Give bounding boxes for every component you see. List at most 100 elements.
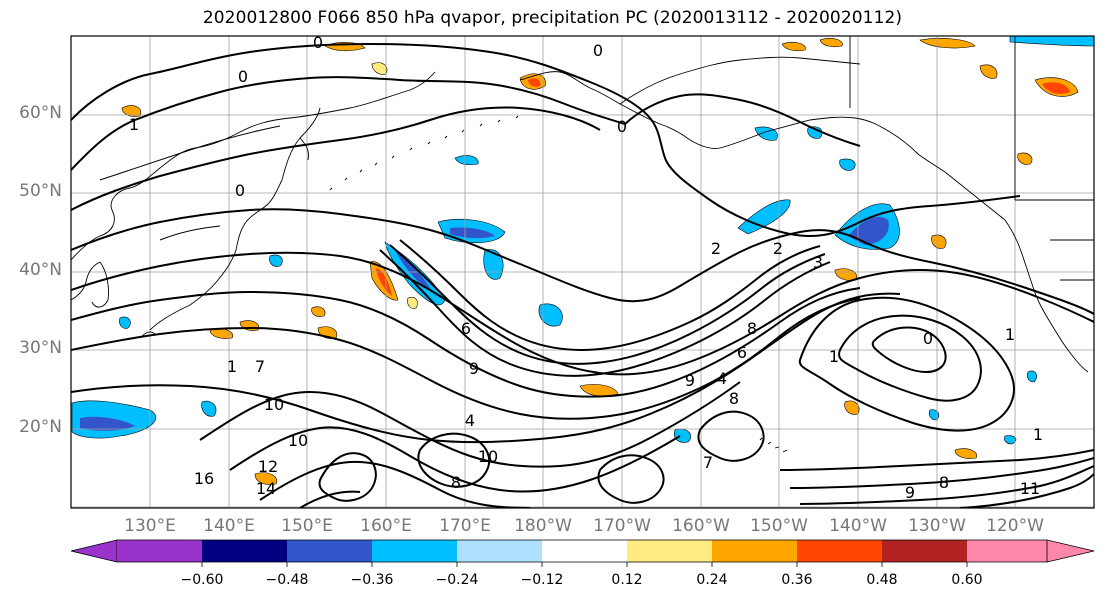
contour-label: 0 (617, 117, 627, 136)
colorbar-tick-label: −0.60 (180, 572, 224, 588)
contour-label: 10 (478, 447, 498, 466)
contour-label: 0 (313, 33, 323, 52)
colorbar (70, 539, 1095, 567)
neg-patch-trop-4 (928, 409, 940, 421)
colorbar-segment (117, 540, 202, 562)
contour-label: 6 (737, 343, 747, 362)
contour-label: 1 (129, 115, 139, 134)
contour-label: 9 (685, 371, 695, 390)
contour-label: 3 (813, 253, 823, 272)
neg-patch-ne-corner (1009, 36, 1094, 47)
pos-patch-ne-2 (979, 64, 998, 79)
lon-label-150w: 150°W (750, 516, 808, 536)
contour-label: 9 (905, 483, 915, 502)
contour-label: 4 (717, 369, 727, 388)
contour-label: 1 (1005, 325, 1015, 344)
lon-label-150e: 150°E (281, 516, 333, 536)
colorbar-tick-label: −0.48 (265, 572, 309, 588)
map-title: 2020012800 F066 850 hPa qvapor, precipit… (202, 8, 903, 28)
colorbar-segment (712, 540, 797, 562)
neg-patch-kuroshio-west-core (80, 416, 135, 431)
contour-label: 10 (264, 395, 284, 414)
colorbar-extend-high (1046, 539, 1095, 563)
neg-patch-jet-core (395, 250, 432, 292)
contour-labels: 0 0 0 0 0 0 1 1 1 1 1 2 2 3 4 4 6 6 7 7 … (129, 33, 1043, 502)
neg-patch-japan-2 (269, 254, 283, 267)
contour-label: 1 (227, 357, 237, 376)
colorbar-segment (882, 540, 967, 562)
contour-label: 8 (939, 473, 949, 492)
pos-patch-jet-1-core (376, 268, 392, 296)
qvapor-contours (71, 42, 1094, 508)
pos-patch-bc (1017, 152, 1033, 165)
colorbar-tick-label: 0.12 (611, 572, 643, 588)
neg-patch-gulf-alaska-2 (737, 199, 791, 235)
contour-label: 8 (729, 389, 739, 408)
colorbar-segment (202, 540, 287, 562)
lon-label-160e: 160°E (360, 516, 412, 536)
contour-label: 7 (255, 357, 265, 376)
colorbar-tick-label: −0.36 (350, 572, 394, 588)
neg-patch-aleutian (454, 155, 479, 166)
neg-patch-japan (119, 316, 131, 329)
lon-label-170w: 170°W (593, 516, 651, 536)
contour-label: 10 (288, 431, 308, 450)
neg-patch-alaska-center (839, 158, 856, 171)
colorbar-segment (287, 540, 372, 562)
lon-label-140w: 140°W (829, 516, 887, 536)
pos-patch-sub-3 (311, 306, 326, 317)
contour-label: 1 (1033, 425, 1043, 444)
lon-label-180w: 180°W (514, 516, 572, 536)
colorbar-tick-label: −0.12 (520, 572, 564, 588)
colorbar-tick-label: −0.24 (435, 572, 479, 588)
colorbar-tick-label: 0.36 (781, 572, 813, 588)
neg-patch-sw-1 (201, 400, 217, 417)
lat-label-60n: 60°N (19, 103, 62, 123)
lon-label-170e: 170°E (439, 516, 491, 536)
colorbar-tick-label: 0.24 (696, 572, 728, 588)
colorbar-segment (457, 540, 542, 562)
contour-label: 1 (829, 347, 839, 366)
colorbar-tick-label: 0.48 (866, 572, 898, 588)
pos-patch-trop-w (254, 472, 278, 485)
contour-label: 0 (235, 181, 245, 200)
pos-patch-ca-1 (931, 234, 947, 249)
contour-label: 2 (711, 239, 721, 258)
lon-label-120w: 120°W (986, 516, 1044, 536)
neg-patch-central-core (450, 227, 495, 239)
colorbar-extend-low (70, 539, 118, 563)
pos-patch-aleutian-w-core (528, 78, 541, 87)
lon-label-160w: 160°W (672, 516, 730, 536)
lat-label-50n: 50°N (19, 181, 62, 201)
contour-label: 8 (747, 319, 757, 338)
neg-patch-south-mid-2 (538, 303, 563, 327)
colorbar-segment (627, 540, 712, 562)
colorbar-segment (372, 540, 457, 562)
contour-label: 0 (923, 329, 933, 348)
neg-patch-trop-2 (1004, 435, 1017, 445)
contour-label: 4 (465, 411, 475, 430)
contour-label: 11 (1020, 479, 1040, 498)
colorbar-tick-label: 0.60 (951, 572, 983, 588)
contour-label: 6 (461, 319, 471, 338)
contour-label: 16 (194, 469, 214, 488)
pos-patch-jet-2 (407, 297, 418, 309)
contour-label: 9 (469, 359, 479, 378)
contour-label: 8 (451, 473, 461, 492)
pos-patch-trop-e (954, 448, 978, 459)
pos-patch-north-4 (819, 38, 843, 48)
contour-label: 12 (258, 457, 278, 476)
pos-patch-north-3 (781, 42, 806, 52)
neg-patch-trop-3 (1026, 370, 1037, 383)
pos-patch-north-2 (919, 38, 976, 49)
lon-label-130w: 130°W (908, 516, 966, 536)
lon-label-130e: 130°E (124, 516, 176, 536)
colorbar-segment (542, 540, 627, 562)
colorbar-segment (797, 540, 882, 562)
pos-patch-nw-1 (121, 105, 142, 117)
pos-patch-sub-1 (579, 384, 619, 397)
contour-label: 2 (773, 239, 783, 258)
lat-label-40n: 40°N (19, 260, 62, 280)
map-plot-area: 0 0 0 0 0 0 1 1 1 1 1 2 2 3 4 4 6 6 7 7 … (71, 33, 1094, 508)
